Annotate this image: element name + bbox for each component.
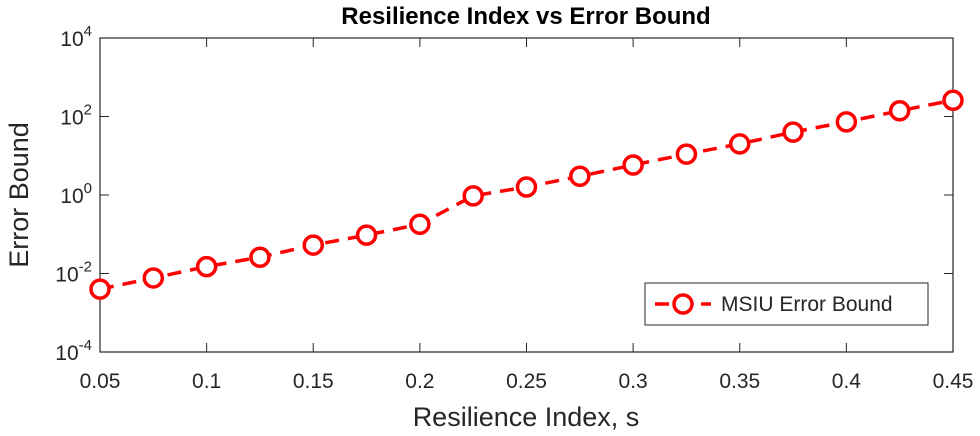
data-point: [675, 143, 698, 165]
x-tick-label: 0.05: [80, 370, 121, 393]
legend-label: MSIU Error Bound: [721, 293, 893, 316]
data-point: [729, 133, 751, 155]
data-point: [622, 154, 644, 176]
x-tick-label: 0.25: [506, 370, 547, 393]
data-point: [942, 89, 964, 111]
data-point: [515, 176, 538, 198]
data-point: [89, 278, 111, 300]
data-point: [835, 111, 858, 133]
data-point: [569, 165, 591, 188]
chart-title: Resilience Index vs Error Bound: [341, 3, 710, 30]
data-point: [355, 224, 378, 246]
y-tick-label: 104: [60, 23, 92, 51]
x-tick-label: 0.3: [619, 370, 648, 393]
y-tick-label: 10-4: [55, 337, 92, 365]
x-tick-label: 0.2: [405, 370, 434, 393]
data-point: [142, 267, 165, 289]
y-tick-label: 100: [60, 180, 92, 208]
data-point: [409, 213, 431, 235]
x-tick-label: 0.4: [832, 370, 862, 393]
x-tick-label: 0.1: [192, 370, 221, 393]
x-axis-label: Resilience Index, s: [413, 402, 640, 432]
x-tick-label: 0.45: [933, 370, 974, 393]
data-point: [249, 246, 271, 268]
data-point: [195, 255, 218, 278]
legend-marker: [672, 293, 694, 315]
data-point: [888, 100, 911, 122]
x-tick-label: 0.15: [293, 370, 334, 393]
data-point: [782, 121, 804, 143]
y-axis-label: Error Bound: [4, 122, 34, 268]
data-point: [302, 234, 324, 256]
y-tick-label: 10-2: [55, 259, 92, 287]
x-tick-label: 0.35: [719, 370, 760, 393]
y-tick-label: 102: [60, 102, 92, 130]
data-point: [462, 185, 484, 207]
